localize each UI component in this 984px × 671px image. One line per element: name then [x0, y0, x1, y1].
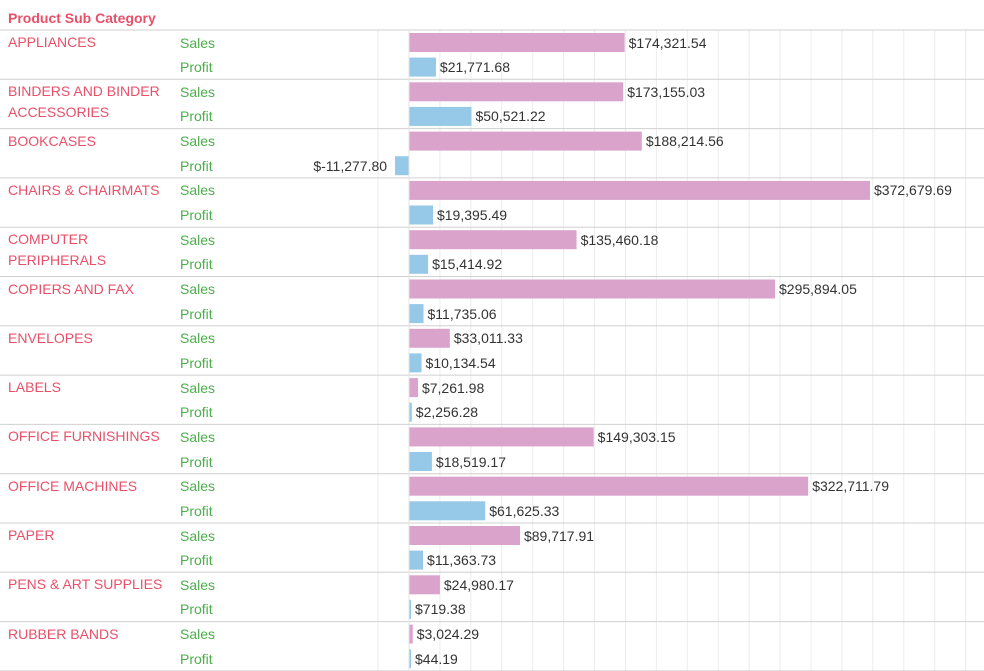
profit-measure-label: Profit — [180, 207, 213, 223]
category-label: BINDERS AND BINDER ACCESSORIES — [8, 83, 160, 121]
sales-value-label: $89,717.91 — [523, 527, 595, 544]
profit-value-label: $21,771.68 — [439, 59, 510, 76]
sales-measure-label: Sales — [180, 478, 216, 495]
sales-bar — [409, 476, 809, 496]
category-label: ENVELOPES — [8, 329, 93, 346]
sales-measure-label: Sales — [180, 330, 216, 347]
profit-value-label: $10,134.54 — [425, 354, 496, 371]
row-header: Product Sub Category — [8, 10, 156, 26]
profit-measure-label: Profit — [180, 157, 213, 174]
sales-value-label: $188,214.56 — [645, 133, 724, 150]
profit-value-label: $-11,277.80 — [313, 157, 388, 174]
profit-bar — [409, 304, 424, 324]
sales-value-label: $149,303.15 — [597, 428, 676, 445]
sales-value-label: $322,711.79 — [812, 478, 890, 495]
sales-value-label: $372,679.69 — [874, 182, 952, 199]
sales-value-label: $135,460.18 — [580, 231, 659, 248]
sales-value-label: $33,011.33 — [453, 330, 523, 347]
profit-measure-label: Profit — [180, 453, 213, 470]
sales-bar — [409, 427, 594, 447]
sales-bar — [409, 131, 642, 151]
sales-value-label: $173,155.03 — [627, 83, 706, 100]
sales-value-label: $7,261.98 — [421, 379, 485, 396]
sales-bar — [409, 82, 624, 102]
profit-value-label: $19,395.49 — [436, 207, 508, 223]
sales-bar — [409, 378, 418, 398]
profit-bar — [409, 452, 432, 471]
profit-bar — [409, 402, 412, 422]
sales-bar — [409, 230, 577, 250]
profit-measure-label: Profit — [180, 108, 213, 125]
profit-bar — [395, 156, 409, 176]
sales-bar — [409, 180, 870, 200]
sales-measure-label: Sales — [180, 231, 216, 248]
sales-value-label: $24,980.17 — [443, 576, 514, 593]
profit-bar — [409, 254, 429, 274]
sales-measure-label: Sales — [180, 527, 216, 544]
profit-value-label: $11,735.06 — [427, 305, 497, 322]
profit-value-label: $2,256.28 — [415, 404, 479, 421]
profit-measure-label: Profit — [180, 502, 213, 519]
sales-bar — [409, 328, 450, 348]
profit-bar — [409, 599, 411, 619]
profit-measure-label: Profit — [180, 305, 213, 322]
sales-measure-label: Sales — [180, 428, 216, 445]
category-label: CHAIRS & CHAIRMATS — [8, 181, 160, 198]
sales-value-label: $174,321.54 — [628, 34, 707, 51]
sales-measure-label: Sales — [180, 34, 216, 51]
profit-bar — [409, 649, 411, 669]
profit-value-label: $719.38 — [415, 601, 466, 618]
sales-bar — [409, 33, 625, 52]
sales-measure-label: Sales — [180, 83, 216, 100]
sales-measure-label: Sales — [180, 626, 216, 643]
sales-bar — [409, 279, 776, 299]
profit-measure-label: Profit — [180, 650, 213, 667]
profit-value-label: $44.19 — [415, 650, 458, 667]
category-label: OFFICE MACHINES — [8, 477, 138, 494]
sales-value-label: $3,024.29 — [416, 626, 480, 643]
profit-value-label: $61,625.33 — [489, 502, 560, 519]
profit-bar — [409, 57, 436, 77]
sales-measure-label: Sales — [180, 379, 216, 396]
profit-measure-label: Profit — [180, 601, 213, 618]
profit-measure-label: Profit — [180, 59, 213, 76]
category-label: COMPUTER PERIPHERALS — [8, 231, 107, 269]
profit-value-label: $50,521.22 — [475, 108, 546, 125]
profit-measure-label: Profit — [180, 404, 213, 421]
category-label: PAPER — [8, 527, 55, 543]
sales-measure-label: Sales — [180, 281, 216, 297]
sales-measure-label: Sales — [180, 576, 216, 593]
profit-value-label: $18,519.17 — [435, 453, 506, 470]
category-label: PENS & ART SUPPLIES — [8, 576, 163, 593]
profit-measure-label: Profit — [180, 354, 213, 371]
category-label: COPIERS AND FAX — [8, 280, 135, 297]
sales-value-label: $295,894.05 — [779, 281, 857, 297]
profit-bar — [409, 205, 433, 225]
category-label: LABELS — [8, 379, 61, 396]
sales-bar — [409, 624, 413, 644]
profit-value-label: $11,363.73 — [427, 552, 497, 569]
category-label: OFFICE FURNISHINGS — [8, 428, 160, 445]
category-label: APPLIANCES — [8, 34, 96, 50]
profit-bar — [409, 353, 422, 373]
sales-bar — [409, 575, 440, 595]
category-label: BOOKCASES — [8, 132, 96, 149]
category-label: RUBBER BANDS — [8, 625, 119, 642]
profit-measure-label: Profit — [180, 552, 213, 569]
profit-bar — [409, 550, 424, 570]
profit-bar — [409, 501, 486, 521]
sales-bar — [409, 526, 520, 545]
sales-measure-label: Sales — [180, 182, 216, 199]
profit-measure-label: Profit — [180, 256, 213, 273]
profit-value-label: $15,414.92 — [432, 256, 503, 273]
profit-bar — [409, 106, 472, 126]
sales-measure-label: Sales — [180, 133, 216, 150]
